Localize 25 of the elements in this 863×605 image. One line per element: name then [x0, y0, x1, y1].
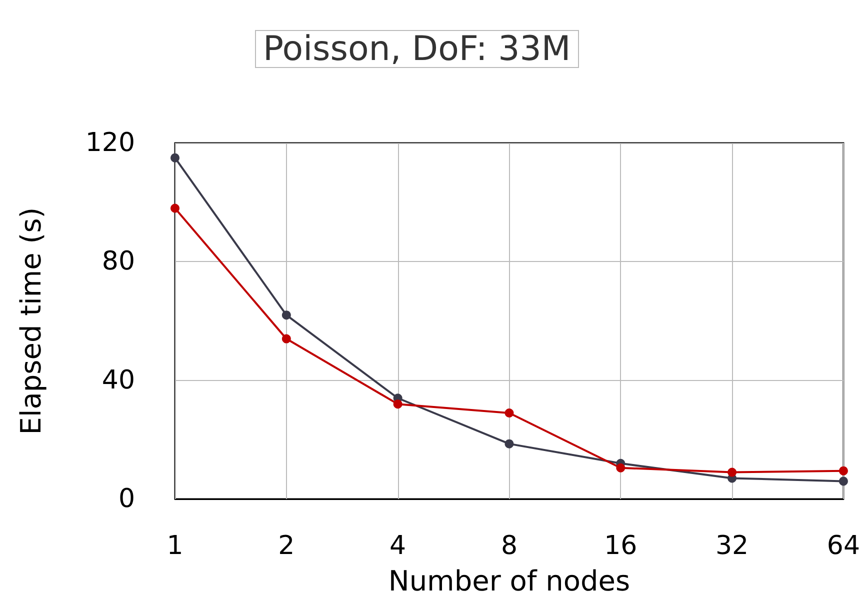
point [838, 476, 848, 486]
point [838, 466, 848, 476]
y-tick-label: 120 [85, 128, 135, 158]
x-tick-label: 16 [604, 531, 638, 561]
point [616, 463, 626, 472]
x-tick-label: 64 [826, 531, 860, 561]
x-tick-label: 32 [716, 531, 749, 561]
x-tick-label: 8 [500, 531, 518, 561]
point [170, 204, 180, 213]
point [393, 400, 402, 409]
x-tick-label: 2 [278, 531, 295, 561]
x-tick-label: 1 [166, 531, 184, 561]
point [282, 334, 291, 344]
point [170, 153, 180, 162]
point [504, 439, 514, 448]
y-tick-label: 80 [102, 246, 135, 277]
y-axis-title: Elapsed time (s) [14, 207, 48, 435]
chart-title: Poisson, DoF: 33M [263, 29, 571, 69]
point [728, 468, 737, 477]
y-tick-label: 40 [102, 365, 135, 396]
point [504, 408, 514, 418]
x-tick-label: 4 [390, 531, 406, 561]
x-axis-title: Number of nodes [388, 564, 630, 598]
point [282, 310, 291, 320]
y-tick-label: 0 [118, 484, 135, 514]
